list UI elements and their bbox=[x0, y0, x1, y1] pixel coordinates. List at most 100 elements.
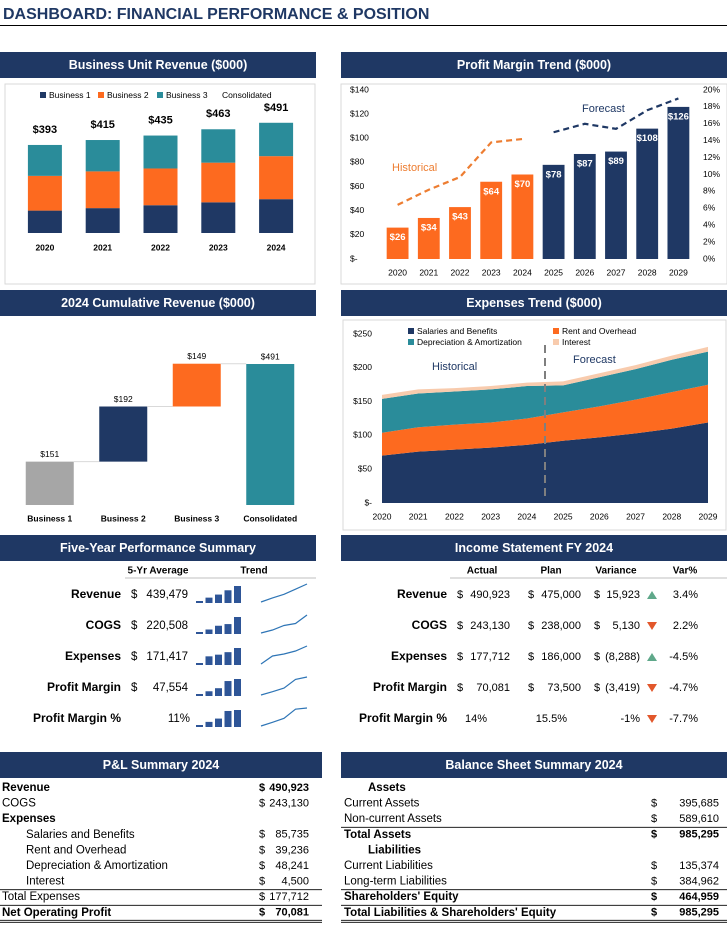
x-tick-label: Consolidated bbox=[243, 513, 297, 523]
row-label: Current Liabilities bbox=[344, 860, 433, 872]
y-tick-label: $- bbox=[364, 497, 372, 507]
currency-sign: $ bbox=[457, 620, 463, 632]
currency-sign: $ bbox=[651, 891, 657, 903]
row-label: Total Liabilities & Shareholders' Equity bbox=[344, 907, 557, 919]
currency-sign: $ bbox=[259, 860, 265, 872]
row-label: Depreciation & Amortization bbox=[26, 860, 168, 872]
cell-value: 70,081 bbox=[476, 682, 510, 694]
row-label: Revenue bbox=[71, 587, 121, 601]
x-tick-label: Business 2 bbox=[101, 513, 146, 523]
row-label: Profit Margin % bbox=[33, 711, 121, 725]
bar-label: $87 bbox=[577, 158, 593, 169]
bar-segment bbox=[143, 168, 178, 206]
area bbox=[382, 351, 708, 433]
legend-swatch bbox=[40, 92, 46, 98]
panel-header bbox=[0, 52, 316, 78]
x-tick-label: 2025 bbox=[544, 267, 563, 277]
currency-sign: $ bbox=[131, 620, 138, 632]
currency-sign: $ bbox=[259, 844, 265, 856]
bar-segment bbox=[259, 156, 294, 200]
legend-swatch bbox=[157, 92, 163, 98]
row-value: 70,081 bbox=[275, 907, 309, 919]
legend-swatch bbox=[408, 328, 414, 334]
area bbox=[382, 346, 708, 399]
row-label: Liabilities bbox=[368, 844, 421, 856]
x-tick-label: Business 1 bbox=[27, 513, 72, 523]
average-value: 11% bbox=[168, 713, 190, 725]
spark-bar bbox=[205, 597, 213, 603]
row-label: Current Assets bbox=[344, 798, 420, 810]
cell-value: (8,288) bbox=[605, 651, 640, 663]
row-label: Long-term Liabilities bbox=[344, 876, 447, 888]
row-label: COGS bbox=[412, 618, 447, 632]
panel-header bbox=[0, 290, 316, 316]
cell-value: 15.5% bbox=[536, 713, 567, 725]
y2-tick-label: 0% bbox=[703, 253, 716, 263]
row-label: Revenue bbox=[2, 782, 50, 794]
legend-swatch bbox=[98, 92, 104, 98]
row-label: COGS bbox=[2, 798, 36, 810]
currency-sign: $ bbox=[259, 798, 265, 810]
currency-sign: $ bbox=[259, 907, 265, 919]
spark-bar bbox=[224, 624, 232, 634]
area bbox=[382, 384, 708, 456]
cell-value: 177,712 bbox=[470, 651, 510, 663]
spark-line bbox=[260, 645, 308, 665]
y2-tick-label: 16% bbox=[703, 118, 720, 128]
currency-sign: $ bbox=[651, 876, 657, 888]
row-label: Total Assets bbox=[344, 829, 411, 841]
x-tick-label: 2022 bbox=[151, 242, 170, 252]
indicator bbox=[647, 715, 657, 723]
panel-title: Expenses Trend ($000) bbox=[466, 296, 601, 310]
column-header: Trend bbox=[240, 566, 267, 577]
legend-swatch bbox=[408, 339, 414, 345]
y-tick-label: $200 bbox=[353, 362, 372, 372]
waterfall-bar bbox=[172, 363, 221, 407]
bar-segment bbox=[201, 129, 236, 163]
row-label: Assets bbox=[368, 782, 406, 794]
panel-header bbox=[0, 535, 316, 561]
spark-bar bbox=[215, 718, 222, 727]
cell-value: 73,500 bbox=[547, 682, 581, 694]
panel-header bbox=[341, 290, 727, 316]
x-tick-label: 2026 bbox=[590, 511, 609, 521]
bar-segment bbox=[259, 199, 294, 233]
bar-label: $34 bbox=[421, 222, 438, 233]
spark-bar bbox=[234, 586, 241, 603]
spark-bar bbox=[215, 654, 222, 665]
currency-sign: $ bbox=[651, 829, 657, 841]
row-value: 395,685 bbox=[679, 798, 719, 810]
column-header: Actual bbox=[467, 566, 498, 577]
currency-sign: $ bbox=[594, 651, 600, 663]
trend-line bbox=[553, 97, 679, 134]
x-tick-label: 2029 bbox=[669, 267, 688, 277]
spark-bar bbox=[215, 688, 222, 696]
spark-bar bbox=[215, 594, 222, 603]
column-header: Var% bbox=[673, 566, 698, 577]
x-tick-label: 2023 bbox=[209, 242, 228, 252]
y-tick-label: $- bbox=[350, 253, 358, 263]
y2-tick-label: 14% bbox=[703, 135, 720, 145]
row-label: Profit Margin bbox=[47, 680, 121, 694]
waterfall-bar bbox=[246, 364, 295, 505]
legend-label: Consolidated bbox=[222, 90, 272, 100]
x-tick-label: 2024 bbox=[517, 511, 536, 521]
panel-title: Income Statement FY 2024 bbox=[455, 541, 613, 555]
x-tick-label: 2027 bbox=[626, 511, 645, 521]
x-tick-label: 2026 bbox=[575, 267, 594, 277]
spark-bar bbox=[205, 691, 213, 696]
bar-segment bbox=[85, 208, 120, 233]
indicator bbox=[647, 591, 657, 599]
row-label: Expenses bbox=[391, 649, 447, 663]
bar-segment bbox=[259, 122, 294, 157]
row-value: 177,712 bbox=[269, 891, 309, 903]
cell-value: 14% bbox=[465, 713, 487, 725]
cell-value: 186,000 bbox=[541, 651, 581, 663]
column-header: Plan bbox=[540, 566, 561, 577]
row-label: Expenses bbox=[2, 813, 56, 825]
average-value: 171,417 bbox=[146, 651, 188, 663]
spark-bar bbox=[205, 721, 213, 727]
trend-line bbox=[397, 137, 523, 206]
spark-bar bbox=[234, 679, 241, 696]
row-value: 985,295 bbox=[679, 907, 719, 919]
